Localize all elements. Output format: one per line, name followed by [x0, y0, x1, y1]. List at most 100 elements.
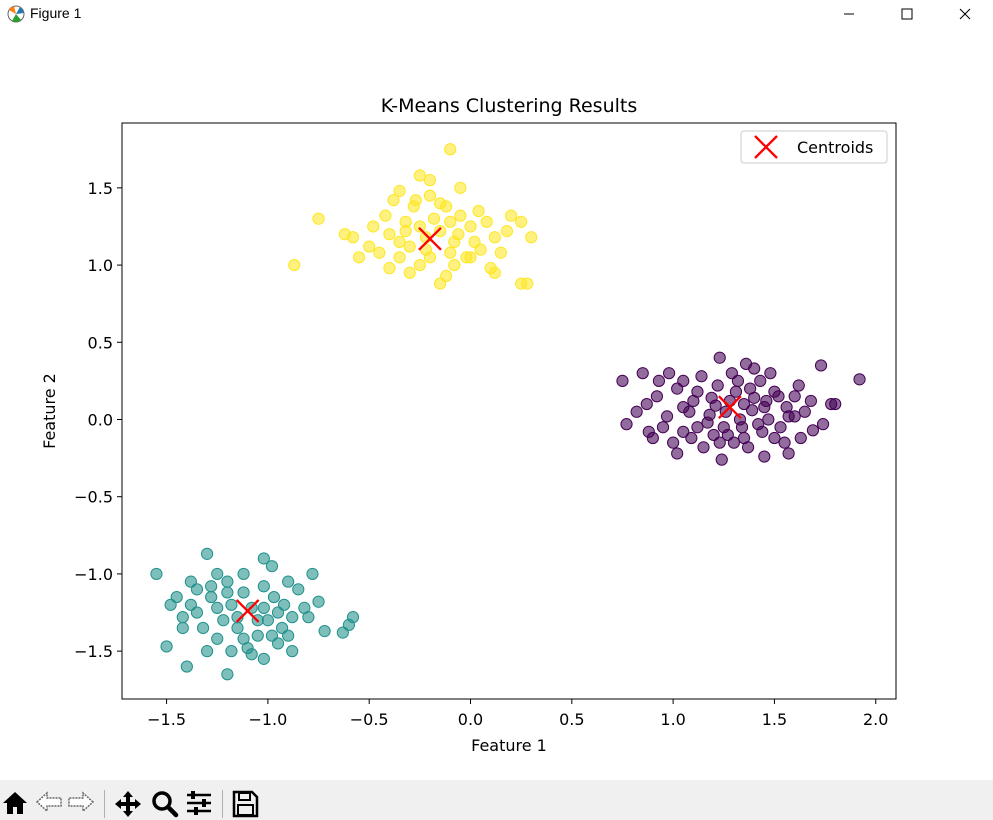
data-point	[754, 374, 767, 387]
data-point	[423, 174, 437, 187]
data-point	[271, 606, 285, 619]
home-icon	[3, 792, 27, 814]
data-point	[403, 266, 416, 279]
data-point	[515, 215, 528, 228]
data-point	[363, 240, 376, 253]
data-point	[292, 583, 305, 596]
data-point	[205, 580, 218, 593]
zoom-button[interactable]	[150, 790, 180, 820]
data-point	[205, 590, 218, 604]
data-point	[764, 367, 777, 380]
data-point	[782, 447, 795, 460]
legend-centroid-marker	[754, 135, 778, 159]
y-tick-label: −1.5	[74, 642, 113, 661]
data-point	[525, 231, 538, 244]
data-point	[739, 357, 753, 371]
data-point	[150, 567, 163, 581]
data-point	[265, 629, 279, 642]
data-point	[383, 262, 396, 275]
data-point	[691, 421, 704, 434]
data-point	[741, 441, 755, 454]
forward-button[interactable]	[66, 790, 96, 820]
data-point	[221, 586, 234, 599]
data-point	[640, 397, 653, 411]
y-tick-label: −0.5	[74, 488, 113, 507]
maximize-button[interactable]	[878, 0, 936, 28]
y-tick-label: 0.5	[88, 333, 113, 352]
data-point	[373, 246, 386, 259]
configure-subplots-icon	[187, 791, 211, 815]
data-point	[642, 425, 655, 438]
data-point	[225, 645, 238, 658]
data-point	[454, 209, 467, 222]
data-point	[393, 184, 406, 198]
data-point	[488, 231, 501, 244]
figure-canvas[interactable]: K-Means Clustering Results −1.5 −1.0 −0.5 0.…	[0, 28, 993, 780]
data-point	[444, 215, 457, 228]
data-point	[413, 169, 426, 182]
data-point	[814, 359, 828, 372]
data-point	[721, 428, 734, 442]
data-point	[286, 645, 299, 658]
chart-title: K-Means Clustering Results	[381, 95, 638, 117]
close-button[interactable]	[936, 0, 993, 28]
data-point	[448, 258, 461, 272]
data-point	[184, 598, 197, 611]
y-tick-label: −1.0	[74, 565, 113, 584]
toolbar-separator	[104, 790, 105, 818]
data-point	[804, 394, 818, 408]
data-point	[288, 258, 301, 272]
data-point	[650, 390, 664, 403]
home-button[interactable]	[0, 790, 30, 820]
data-point	[616, 374, 629, 387]
data-point	[713, 351, 726, 364]
pan-icon	[115, 791, 141, 817]
data-point	[748, 391, 761, 404]
data-point	[725, 367, 738, 380]
data-point	[691, 385, 704, 398]
x-axis-label: Feature 1	[471, 736, 547, 755]
data-point	[677, 401, 690, 414]
data-point	[298, 601, 311, 614]
data-point	[798, 405, 811, 418]
data-point	[853, 373, 866, 386]
data-point	[190, 583, 204, 596]
data-point	[444, 246, 457, 259]
pan-button[interactable]	[113, 790, 143, 820]
data-point	[346, 611, 360, 624]
data-point	[737, 397, 751, 411]
data-point	[480, 215, 493, 228]
configure-subplots-button[interactable]	[184, 790, 214, 820]
data-point	[788, 390, 801, 403]
data-point	[729, 385, 743, 398]
data-point	[282, 629, 295, 642]
data-point	[383, 228, 396, 241]
data-point	[221, 575, 234, 588]
data-point	[468, 235, 481, 249]
window-title: Figure 1	[30, 5, 82, 21]
data-point	[656, 421, 670, 434]
data-point	[756, 425, 769, 438]
y-tick-label: 1.0	[88, 256, 113, 275]
data-point	[816, 418, 830, 431]
data-point	[200, 547, 214, 560]
data-point	[662, 367, 676, 380]
data-point	[713, 436, 726, 449]
data-point	[620, 418, 633, 431]
minimize-button[interactable]	[820, 0, 878, 28]
data-point	[701, 416, 714, 429]
data-point	[452, 228, 465, 241]
legend-label: Centroids	[797, 138, 873, 157]
back-button[interactable]	[34, 790, 64, 820]
scatter-chart: K-Means Clustering Results −1.5 −1.0 −0.5 0.…	[40, 95, 897, 755]
data-point	[176, 621, 189, 635]
data-point	[409, 194, 422, 207]
data-point	[494, 246, 507, 259]
data-point	[788, 410, 801, 423]
data-point	[652, 374, 666, 387]
data-point	[413, 258, 426, 272]
save-button[interactable]	[230, 790, 260, 820]
data-point	[677, 425, 690, 438]
data-point	[758, 450, 771, 463]
forward-arrow-icon	[68, 791, 95, 813]
